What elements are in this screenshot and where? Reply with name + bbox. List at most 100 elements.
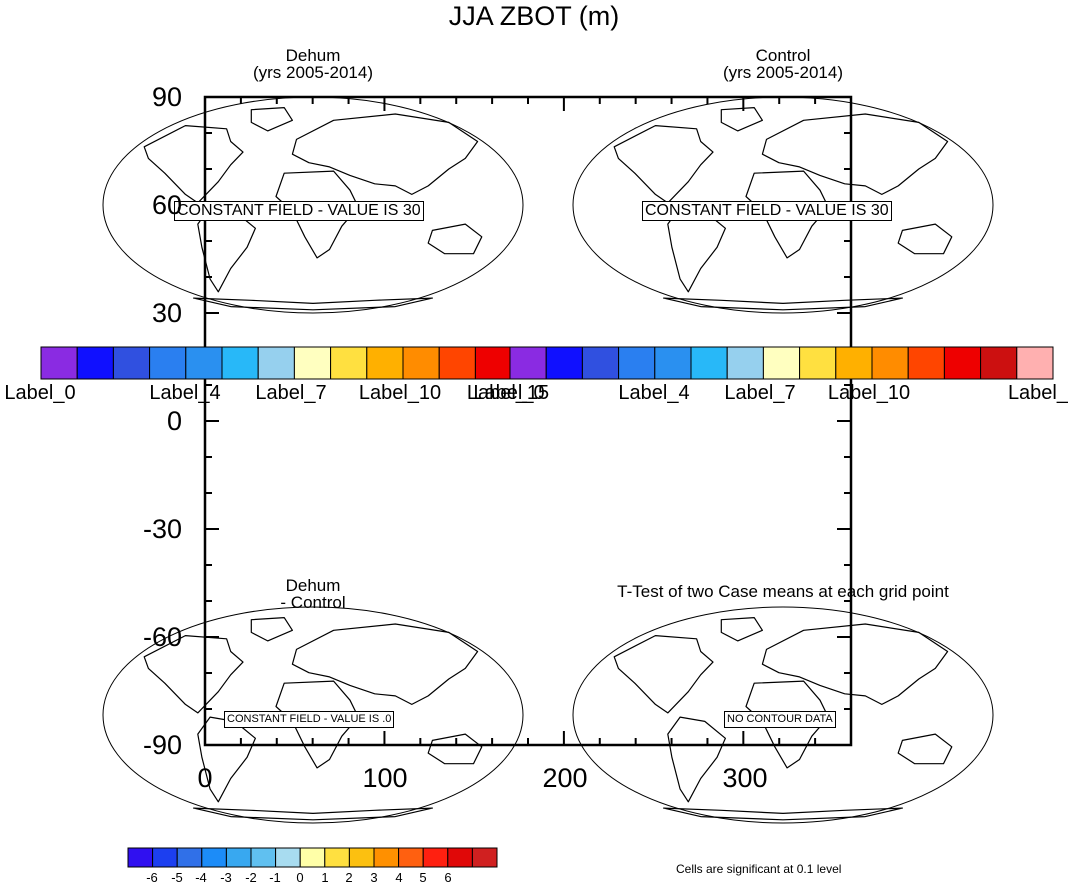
map-panels <box>102 96 994 824</box>
colorbar-swatch <box>185 346 223 380</box>
difference-scale-label: 6 <box>444 870 452 885</box>
colorbar-swatch <box>726 346 764 380</box>
difference-colorbar-swatch <box>422 847 449 868</box>
antarctica-outline <box>662 297 904 311</box>
colorbars <box>40 346 1054 868</box>
dehum-constant-field-box: CONSTANT FIELD - VALUE IS 30 <box>174 201 424 221</box>
colorbar-swatch <box>762 346 801 380</box>
north-america-outline <box>143 634 244 714</box>
colorbar-label: Label_ <box>1007 382 1068 404</box>
difference-colorbar-swatch <box>398 847 424 868</box>
colorbar-swatch <box>221 346 259 380</box>
australia-outline <box>897 733 953 765</box>
colorbar-swatch <box>40 346 78 380</box>
difference-panel-title: Dehum - Control <box>213 577 413 611</box>
difference-scale-label: -5 <box>171 870 183 885</box>
difference-colorbar-swatch <box>299 847 326 868</box>
europe-asia-outline <box>291 113 479 195</box>
colorbar-swatch <box>257 346 295 380</box>
difference-scale-label: 1 <box>321 870 329 885</box>
greenland-outline <box>720 616 764 642</box>
difference-colorbar-swatch <box>250 847 277 868</box>
map-border-ellipse <box>102 606 524 824</box>
difference-title-line1: Dehum <box>285 576 341 595</box>
colorbar-swatch <box>438 346 476 380</box>
x-tick-label: 300 <box>722 763 768 793</box>
colorbar-swatch <box>871 346 909 380</box>
y-tick-label: 90 <box>151 82 182 112</box>
dehum-title-line1: Dehum <box>285 46 341 65</box>
colorbar-swatch <box>654 346 692 380</box>
control-constant-field-box: CONSTANT FIELD - VALUE IS 30 <box>642 201 892 221</box>
colorbar-swatch <box>149 346 187 380</box>
difference-constant-field-box: CONSTANT FIELD - VALUE IS .0 <box>224 711 395 728</box>
europe-asia-outline <box>291 623 479 706</box>
difference-scale-label: -3 <box>220 870 232 885</box>
colorbar-label: Label_10 <box>827 382 911 404</box>
y-tick-label: -60 <box>142 622 182 652</box>
colorbar-label: Label_7 <box>255 382 327 404</box>
colorbar-swatch <box>76 346 114 380</box>
difference-scale-label: 5 <box>419 870 427 885</box>
colorbar-swatch <box>1016 346 1054 380</box>
australia-outline <box>897 223 953 255</box>
significance-note: Cells are significant at 0.1 level <box>676 862 842 876</box>
difference-scale-label: 0 <box>296 870 304 885</box>
north-america-outline <box>143 124 244 204</box>
colorbar-swatch <box>980 346 1018 380</box>
colorbar-swatch <box>545 346 583 380</box>
y-tick-label: -30 <box>142 514 182 544</box>
colorbar-swatch <box>402 346 440 380</box>
colorbar-label: Label_4 <box>149 382 221 404</box>
colorbar-swatch <box>293 346 332 380</box>
overlay-frame <box>203 95 853 747</box>
antarctica-outline <box>662 807 904 821</box>
control-panel-title: Control (yrs 2005-2014) <box>683 47 883 81</box>
difference-colorbar-swatch <box>348 847 375 868</box>
y-tick-label: 60 <box>151 190 182 220</box>
difference-scale-label: -1 <box>269 870 281 885</box>
colorbar-swatch <box>690 346 728 380</box>
control-world-map <box>572 96 994 314</box>
difference-colorbar-swatch <box>152 847 178 868</box>
colorbar-label: Label_15 <box>466 382 550 404</box>
australia-outline <box>427 223 483 255</box>
europe-asia-outline <box>761 113 949 195</box>
colorbar-swatch <box>366 346 404 380</box>
difference-scale-label: -6 <box>146 870 158 885</box>
difference-colorbar-swatch <box>225 847 252 868</box>
difference-scale-label: 2 <box>345 870 353 885</box>
north-america-outline <box>613 124 714 204</box>
colorbar-swatch <box>330 346 368 380</box>
difference-scale-label: 3 <box>370 870 378 885</box>
south-america-outline <box>197 716 256 803</box>
colorbar-swatch <box>474 346 513 380</box>
difference-scale-label: -4 <box>195 870 207 885</box>
dehum-panel-title: Dehum (yrs 2005-2014) <box>213 47 413 81</box>
colorbar-swatch <box>618 346 656 380</box>
difference-world-map <box>102 606 524 824</box>
difference-colorbar-swatch <box>275 847 301 868</box>
antarctica-outline <box>193 807 433 821</box>
greenland-outline <box>250 616 293 642</box>
difference-scale-label: 4 <box>395 870 403 885</box>
colorbar-label: Label_4 <box>618 382 690 404</box>
y-tick-label: 0 <box>166 406 182 436</box>
y-tick-label: 30 <box>151 298 182 328</box>
overlay-axes <box>203 95 853 747</box>
difference-colorbar-swatch <box>471 847 498 868</box>
y-tick-label: -90 <box>142 730 182 760</box>
colorbar-swatch <box>509 346 547 380</box>
dehum-title-line2: (yrs 2005-2014) <box>252 63 373 82</box>
control-title-line1: Control <box>755 46 811 65</box>
europe-asia-outline <box>761 623 949 706</box>
difference-colorbar-swatch <box>324 847 350 868</box>
colorbar-swatch <box>112 346 151 380</box>
antarctica-outline <box>193 297 433 311</box>
colorbar-swatch <box>835 346 873 380</box>
ttest-title-line1: T-Test of two Case means at each grid po… <box>617 582 949 601</box>
difference-colorbar-swatch <box>447 847 473 868</box>
ttest-panel-title: T-Test of two Case means at each grid po… <box>563 583 1003 600</box>
difference-scale-label: -2 <box>245 870 257 885</box>
colorbar-label: Label_0 <box>4 382 76 404</box>
